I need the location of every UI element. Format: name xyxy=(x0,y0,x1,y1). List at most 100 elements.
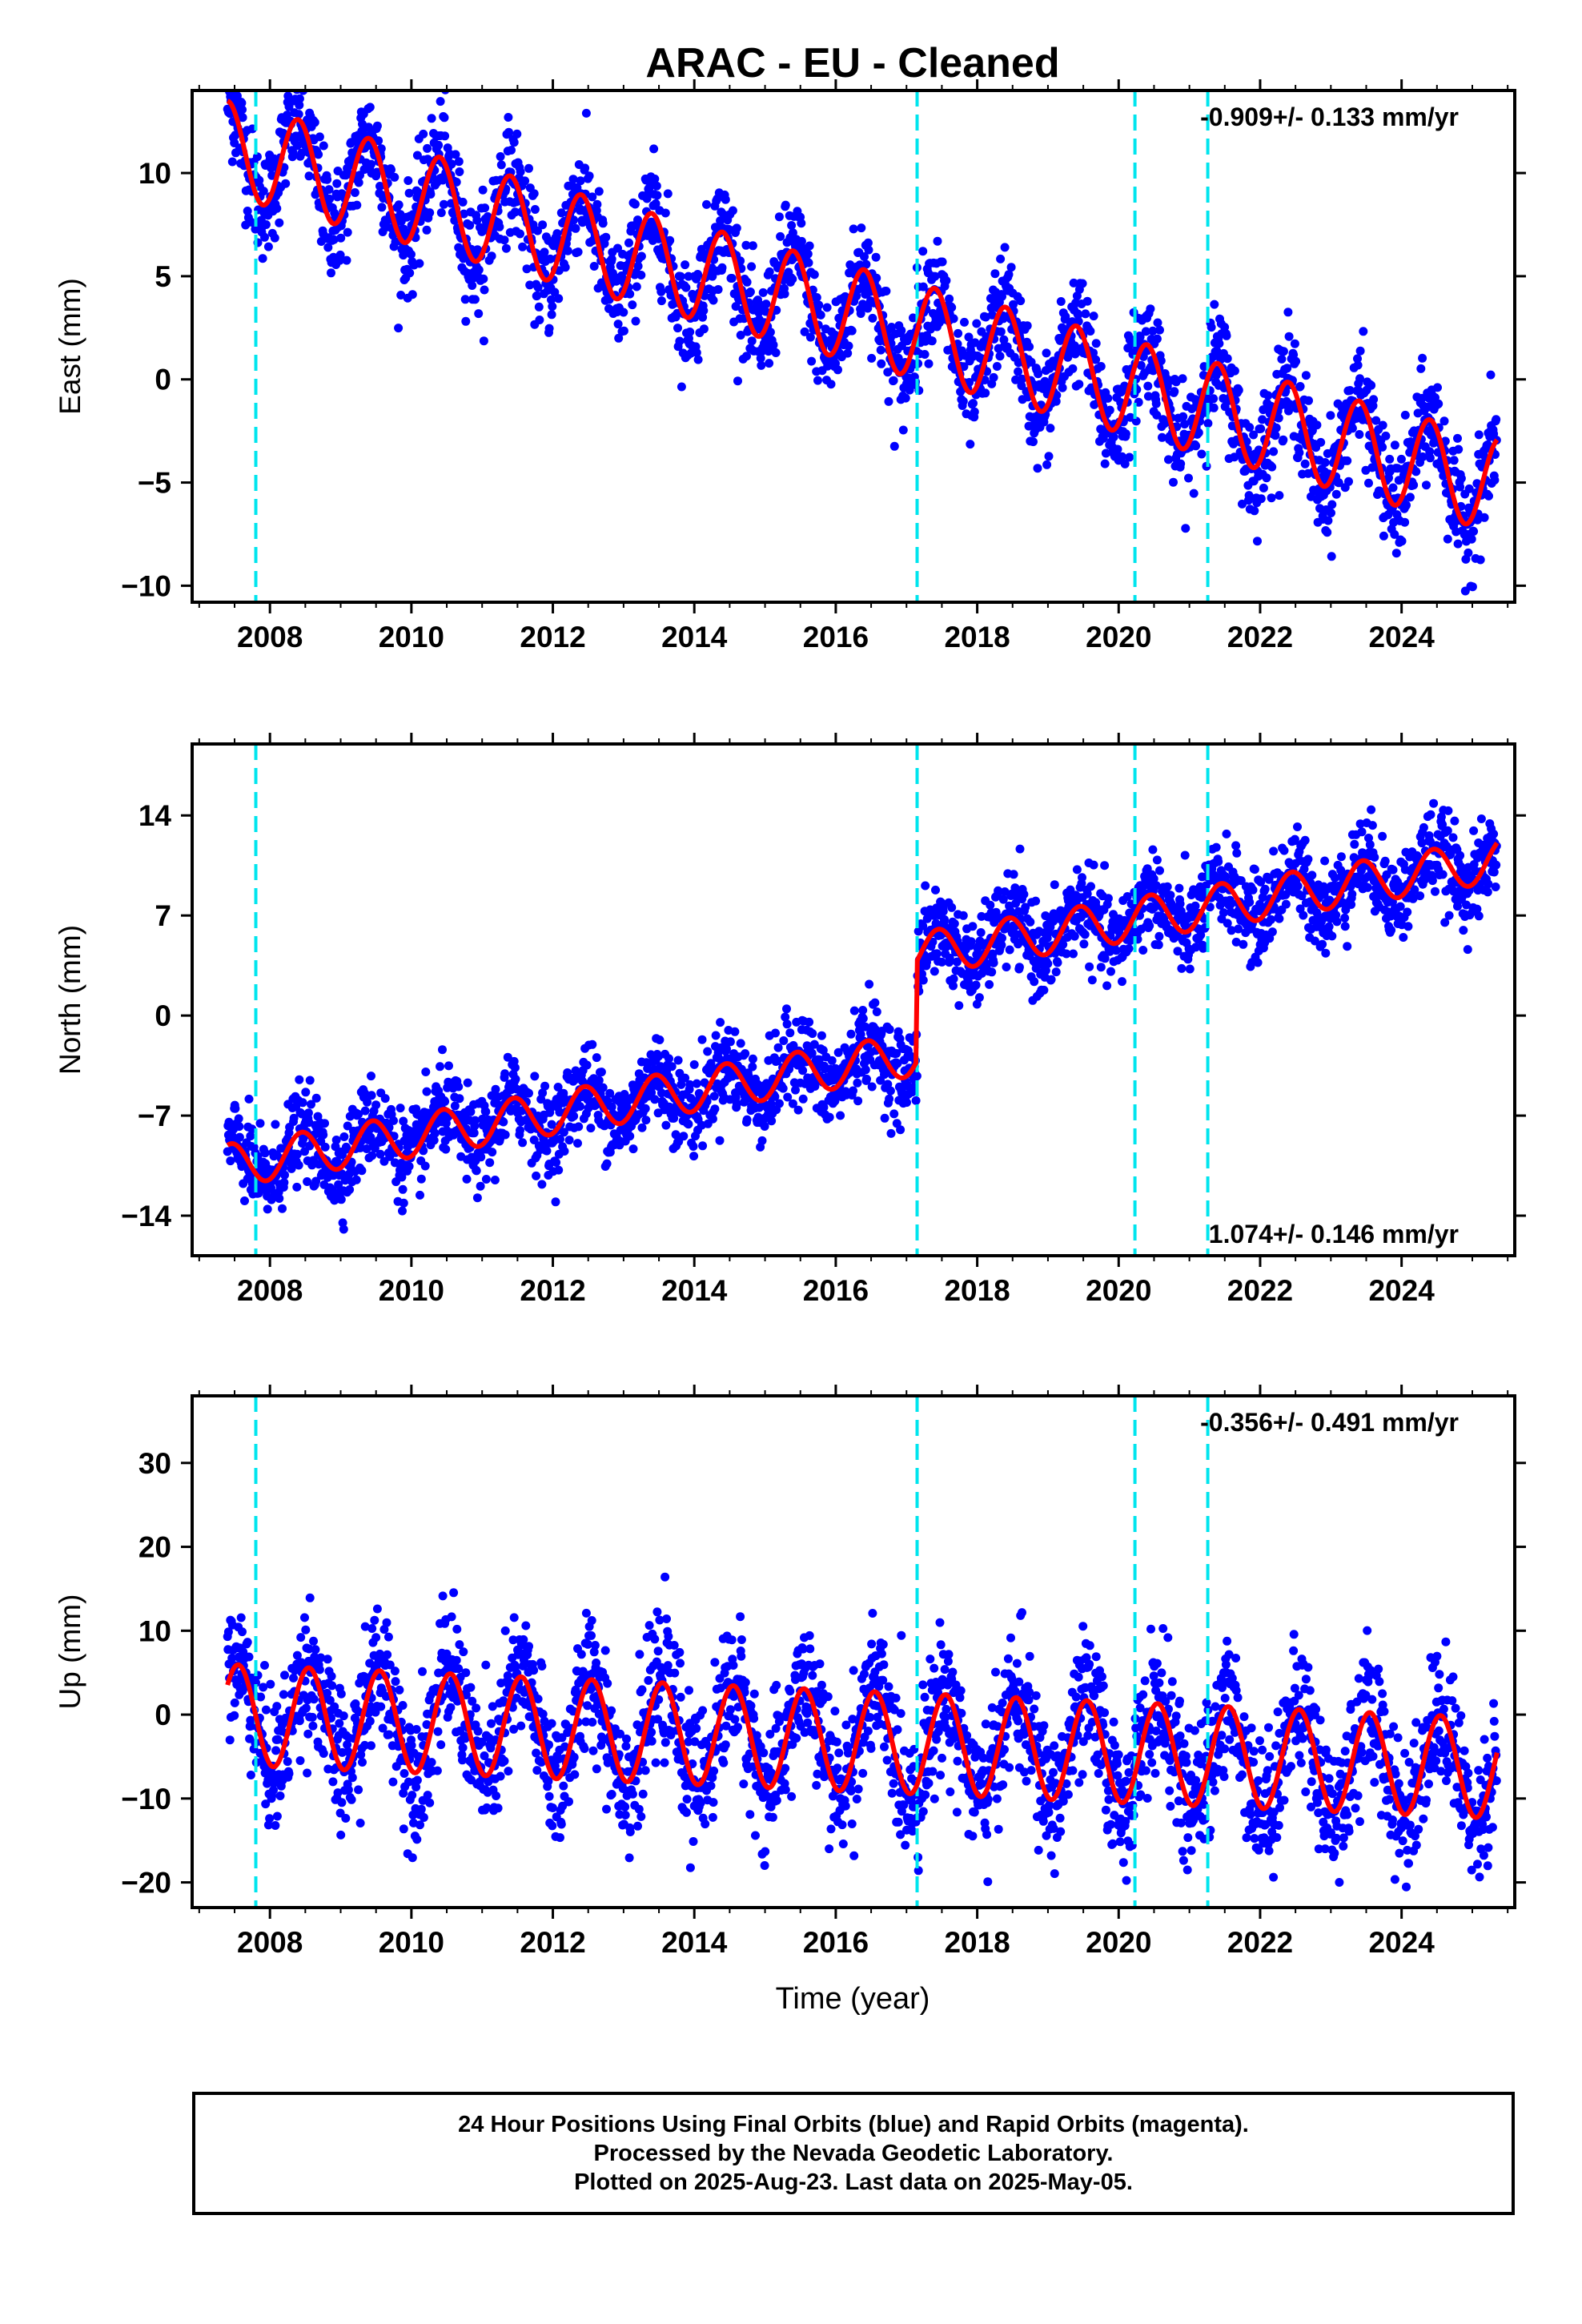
data-point xyxy=(398,1184,408,1194)
data-point xyxy=(510,207,520,217)
y-tick-label: 0 xyxy=(155,364,171,396)
data-point xyxy=(1368,401,1378,411)
data-point xyxy=(757,1136,767,1145)
data-point xyxy=(655,1035,665,1044)
data-point xyxy=(1320,856,1330,866)
data-point xyxy=(458,197,468,207)
data-point xyxy=(452,177,461,187)
data-point xyxy=(1131,416,1141,426)
data-point xyxy=(776,231,785,241)
data-point xyxy=(1153,318,1162,328)
data-point xyxy=(323,243,333,252)
data-point xyxy=(1271,431,1280,440)
data-point xyxy=(1046,975,1056,984)
data-point xyxy=(681,283,691,292)
data-point xyxy=(876,345,885,355)
data-point xyxy=(985,979,994,989)
data-point xyxy=(641,1116,651,1125)
data-point xyxy=(491,1084,500,1094)
data-point xyxy=(818,1046,828,1055)
data-point xyxy=(1105,405,1114,415)
data-point xyxy=(573,1139,582,1148)
data-point xyxy=(490,1176,500,1184)
data-point xyxy=(1215,339,1224,348)
data-point xyxy=(1467,534,1476,544)
data-point xyxy=(715,1136,725,1145)
data-point xyxy=(584,171,594,181)
data-point xyxy=(571,223,580,233)
data-point xyxy=(550,287,560,297)
data-point xyxy=(761,307,770,316)
data-point xyxy=(885,1094,894,1104)
data-point xyxy=(918,975,928,985)
data-point xyxy=(1118,452,1126,461)
data-point xyxy=(1022,321,1032,331)
data-point xyxy=(949,981,958,991)
data-point xyxy=(1096,362,1106,371)
data-point xyxy=(319,1130,328,1140)
data-point xyxy=(331,1136,341,1144)
data-point xyxy=(745,287,755,296)
data-point xyxy=(1102,981,1112,991)
data-point xyxy=(1197,449,1207,459)
data-point xyxy=(861,1065,870,1075)
data-point xyxy=(292,1149,302,1159)
data-point xyxy=(826,380,836,389)
data-point xyxy=(367,1072,375,1081)
data-point xyxy=(1029,437,1038,447)
data-point xyxy=(366,1132,375,1142)
data-point xyxy=(1267,493,1276,503)
data-point xyxy=(741,1049,750,1059)
data-point xyxy=(918,921,928,931)
data-point xyxy=(732,223,741,233)
data-point xyxy=(843,348,853,358)
data-point xyxy=(1453,433,1462,443)
data-point xyxy=(998,314,1008,324)
east-frame xyxy=(191,89,1516,604)
data-point xyxy=(736,256,745,266)
data-point xyxy=(905,385,914,395)
data-point xyxy=(237,99,247,108)
data-point xyxy=(530,205,540,214)
data-point xyxy=(1385,454,1395,464)
data-point xyxy=(1345,386,1355,395)
data-point xyxy=(1291,356,1301,366)
data-point xyxy=(857,223,866,233)
data-point xyxy=(1156,356,1166,365)
data-point xyxy=(813,376,822,385)
data-point xyxy=(865,979,874,989)
data-point xyxy=(301,1088,311,1097)
data-point xyxy=(780,289,789,299)
data-point xyxy=(856,1030,865,1039)
data-point xyxy=(947,303,957,312)
data-point xyxy=(722,1044,731,1054)
data-point xyxy=(371,1100,381,1110)
data-point xyxy=(334,1180,343,1189)
data-point xyxy=(524,1088,533,1098)
data-point xyxy=(930,967,939,976)
data-point xyxy=(960,317,969,327)
data-point xyxy=(469,1128,479,1138)
data-point xyxy=(231,1104,240,1113)
data-point xyxy=(295,1075,304,1084)
data-point xyxy=(954,1001,964,1011)
data-point xyxy=(436,1062,444,1072)
east-y-axis-label: East (mm) xyxy=(54,278,86,415)
data-point xyxy=(931,885,940,895)
data-point xyxy=(537,1180,547,1189)
data-point xyxy=(1006,263,1016,272)
data-point xyxy=(504,113,513,122)
data-point xyxy=(314,150,323,159)
data-point xyxy=(996,254,1006,263)
data-point xyxy=(504,127,513,137)
data-point xyxy=(372,121,382,131)
data-point xyxy=(479,336,488,346)
data-point xyxy=(613,320,623,329)
data-point xyxy=(357,1166,367,1176)
data-point xyxy=(223,71,232,80)
data-point xyxy=(1299,911,1308,920)
data-point xyxy=(1124,944,1134,953)
data-point xyxy=(430,1128,440,1138)
data-point xyxy=(649,144,659,154)
data-point xyxy=(1039,985,1049,995)
